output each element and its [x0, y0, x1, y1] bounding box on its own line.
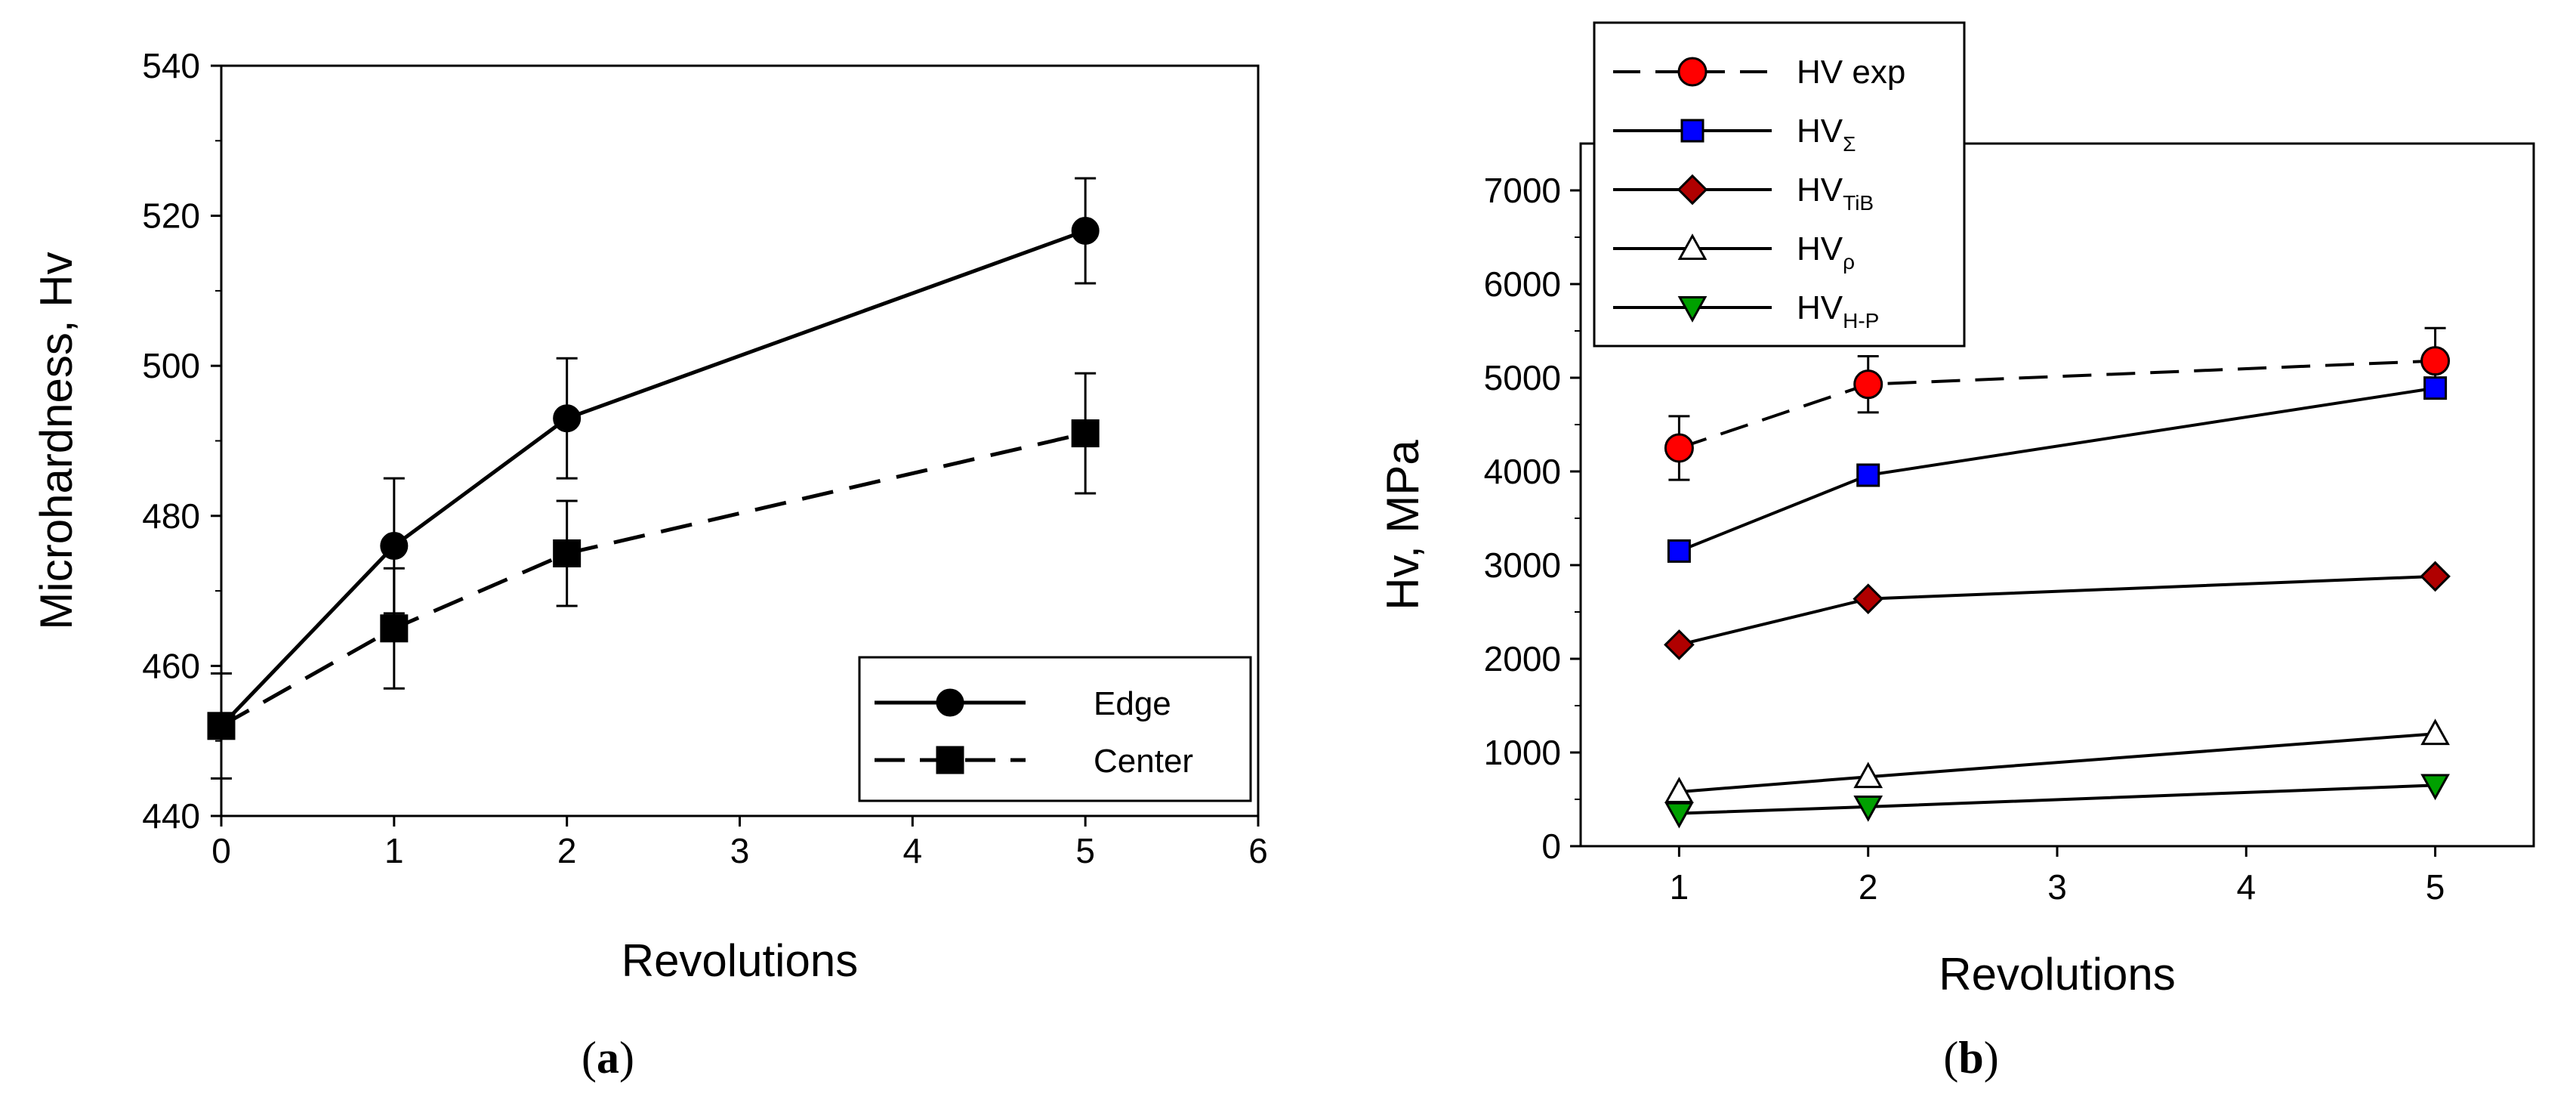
- legend-marker: [1677, 233, 1708, 260]
- x-tick-label: 0: [211, 831, 231, 870]
- data-point: [2423, 376, 2448, 400]
- legend-label: Center: [1094, 743, 1193, 780]
- data-point: [1853, 583, 1884, 614]
- caption-b: (b): [1943, 1033, 1998, 1083]
- data-point: [1856, 463, 1880, 487]
- data-point: [553, 404, 582, 433]
- series-center: [207, 372, 1100, 780]
- series-edge: [207, 177, 1100, 740]
- series-hv-exp: [1664, 326, 2451, 481]
- data-point: [1853, 795, 1883, 822]
- caption-a: (a): [582, 1033, 634, 1083]
- x-tick-label: 3: [2047, 867, 2067, 907]
- data-point: [1664, 777, 1694, 804]
- data-point: [380, 532, 409, 561]
- y-tick-label: 1000: [1484, 733, 1561, 772]
- x-tick-label: 5: [1075, 831, 1095, 870]
- y-axis-title: Microhardness, Hv: [31, 252, 82, 629]
- x-tick-label: 6: [1248, 831, 1268, 870]
- legend: HV exp HVΣ HVTiB HVρ HVH-P: [1593, 21, 1966, 348]
- x-tick-label: 3: [730, 831, 750, 870]
- legend-marker: [1680, 119, 1704, 143]
- legend-label: HV exp: [1797, 54, 1905, 91]
- y-tick-label: 520: [142, 196, 200, 236]
- legend-marker: [1677, 57, 1708, 87]
- x-tick-label: 1: [384, 831, 404, 870]
- y-tick-label: 2000: [1484, 639, 1561, 678]
- y-axis-title: Hv, MPa: [1377, 440, 1428, 610]
- series-hv-1: [1667, 376, 2448, 563]
- data-point: [1664, 433, 1694, 463]
- x-tick-label: 1: [1670, 867, 1689, 907]
- data-point: [2420, 346, 2451, 376]
- x-tick-label: 5: [2426, 867, 2445, 907]
- y-tick-label: 4000: [1484, 452, 1561, 491]
- series-line: [1678, 574, 2436, 647]
- legend-label: HVTiB: [1797, 172, 1874, 215]
- x-tick-label: 2: [1859, 867, 1878, 907]
- data-point: [1853, 369, 1883, 400]
- panel-a-chart: 0 1 2 3 4 5 6 440 460 480 500 520 540 Revolutions Micr…: [31, 46, 1268, 1083]
- series-line: [220, 229, 1087, 728]
- x-tick-label: 4: [2236, 867, 2256, 907]
- y-tick-label: 0: [1541, 827, 1561, 866]
- legend: Edge Center: [858, 656, 1252, 802]
- series-hv-3: [1664, 718, 2450, 804]
- y-tick-label: 500: [142, 346, 200, 385]
- y-tick-label: 540: [142, 46, 200, 85]
- y-tick-label: 460: [142, 646, 200, 685]
- series-line: [220, 431, 1086, 728]
- x-tick-label: 4: [903, 831, 923, 870]
- legend-label: Edge: [1094, 685, 1171, 722]
- series-hv-2: [1664, 561, 2451, 660]
- data-point: [1853, 762, 1883, 789]
- y-tick-label: 6000: [1484, 264, 1561, 304]
- data-point: [207, 712, 236, 740]
- x-axis-title: Revolutions: [1939, 949, 2176, 1000]
- data-point: [2420, 718, 2450, 746]
- data-point: [553, 539, 582, 567]
- data-point: [1071, 216, 1100, 245]
- legend-box: [1593, 21, 1966, 348]
- data-point: [380, 614, 409, 643]
- legend-marker: [936, 688, 964, 717]
- data-point: [1664, 802, 1694, 829]
- series-hv-4: [1664, 774, 2450, 829]
- data-point: [1667, 539, 1691, 563]
- y-tick-label: 440: [142, 796, 200, 836]
- data-point: [2420, 561, 2451, 592]
- legend-marker: [1677, 174, 1708, 205]
- data-point: [2420, 774, 2450, 801]
- y-tick-label: 7000: [1484, 171, 1561, 210]
- data-point: [1071, 419, 1100, 448]
- legend-label: HVρ: [1797, 230, 1855, 273]
- legend-label: HVΣ: [1797, 113, 1856, 156]
- x-tick-label: 2: [557, 831, 577, 870]
- y-tick-label: 3000: [1484, 545, 1561, 585]
- y-tick-label: 480: [142, 496, 200, 536]
- legend-marker: [1677, 296, 1708, 323]
- series-line: [1679, 783, 2436, 815]
- legend-label: HVH-P: [1797, 289, 1879, 332]
- legend-marker: [936, 746, 964, 774]
- series-line: [1678, 386, 2436, 553]
- series-line: [1679, 732, 2436, 794]
- y-tick-label: 5000: [1484, 358, 1561, 397]
- data-point: [1664, 629, 1695, 660]
- x-axis-title: Revolutions: [622, 935, 859, 986]
- legend-box: [858, 656, 1252, 802]
- panel-b-chart: 1 2 3 4 5 0 1000 2000 3000 4000 5000 6000 7000 Revolu…: [1377, 21, 2535, 1083]
